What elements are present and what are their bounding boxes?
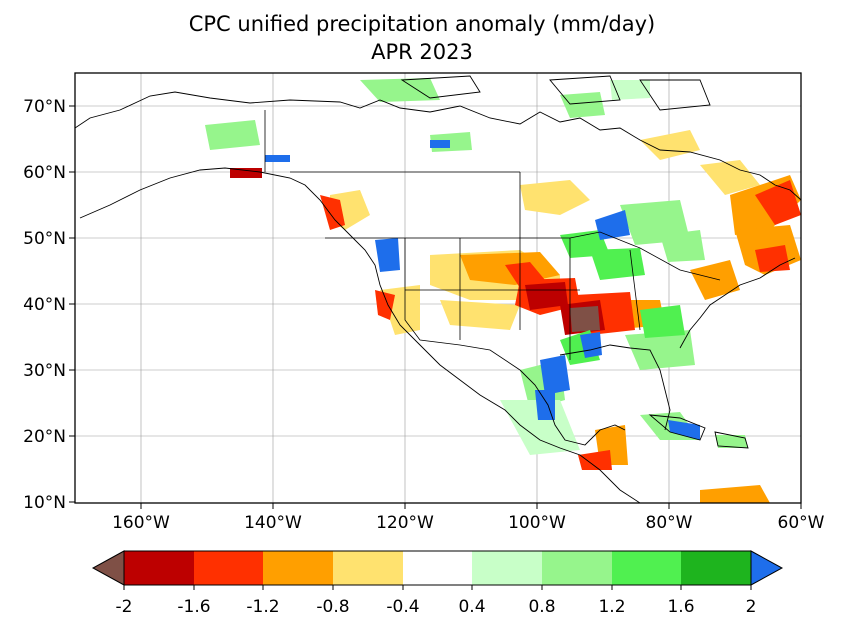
- lon-tick-label: 140°W: [244, 513, 302, 533]
- lat-tick-label: 50°N: [23, 229, 66, 249]
- lon-tick-label: 120°W: [376, 513, 434, 533]
- colorbar-tick-label: -1.2: [246, 597, 279, 617]
- lat-tick-label: 70°N: [23, 97, 66, 117]
- lon-tick-label: 80°W: [646, 513, 693, 533]
- borders: [264, 110, 721, 371]
- anomaly-field: [205, 78, 801, 503]
- map-subtitle: APR 2023: [371, 40, 473, 64]
- lon-tick-label: 60°W: [778, 513, 825, 533]
- colorbar-tick-label: 1.6: [667, 597, 694, 617]
- lat-tick-label: 60°N: [23, 163, 66, 183]
- coastlines: [75, 75, 801, 503]
- colorbar-tick-label: -0.8: [316, 597, 349, 617]
- lat-tick-label: 30°N: [23, 361, 66, 381]
- lat-tick-label: 20°N: [23, 427, 66, 447]
- colorbar-tick-label: 0.4: [458, 597, 485, 617]
- colorbar-over-arrow: [750, 550, 784, 586]
- colorbar-bin: [124, 551, 194, 585]
- colorbar-bin: [403, 551, 472, 585]
- lat-tick-label: 40°N: [23, 295, 66, 315]
- colorbar-tick-label: 2: [746, 597, 757, 617]
- colorbar-under-arrow: [91, 550, 125, 586]
- colorbar-bin: [263, 551, 333, 585]
- colorbar-bin: [472, 551, 542, 585]
- map-frame: [74, 72, 802, 504]
- colorbar-tick-label: -0.4: [386, 597, 419, 617]
- lon-tick-label: 160°W: [112, 513, 170, 533]
- colorbar-tick-label: 0.8: [528, 597, 555, 617]
- colorbar-bin: [333, 551, 403, 585]
- map-title: CPC unified precipitation anomaly (mm/da…: [188, 12, 656, 36]
- colorbar-bin: [681, 551, 751, 585]
- lon-tick-label: 100°W: [508, 513, 566, 533]
- lat-tick-label: 10°N: [23, 493, 66, 513]
- colorbar-tick-label: -2: [116, 597, 133, 617]
- colorbar-bin: [542, 551, 612, 585]
- colorbar-bin: [194, 551, 263, 585]
- colorbar: -2 -1.6 -1.2 -0.8 -0.4 0.4 0.8 1.2 1.6 2: [91, 550, 784, 617]
- colorbar-bin: [612, 551, 681, 585]
- colorbar-tick-label: -1.6: [177, 597, 210, 617]
- colorbar-tick-label: 1.2: [598, 597, 625, 617]
